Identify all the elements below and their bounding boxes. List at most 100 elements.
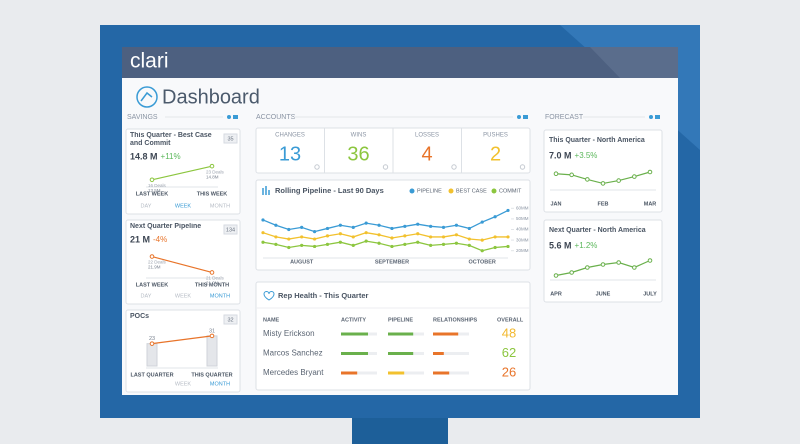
line [151,165,213,181]
legend-label[interactable]: BEST CASE [456,188,487,194]
kpi-info [382,164,389,170]
point [467,226,471,231]
headline-change: -4% [153,235,167,244]
dashboard-icon-needle [140,91,153,102]
point [493,215,497,219]
score-track [433,371,469,375]
tab[interactable]: MONTH [210,203,230,209]
deal-label: 16 Deals [148,183,167,188]
point [287,227,291,232]
x-tick-label: OCTOBER [469,259,496,265]
overall-score: 48 [502,325,516,340]
tab[interactable]: WEEK [175,381,192,387]
point [403,224,407,228]
point [585,177,590,182]
legend-dot [409,188,415,194]
score-track [388,371,424,375]
x-tick-label: LAST WEEK [136,191,168,197]
y-tick-label: 60MM [516,205,529,210]
y-tick-label: 50MM [516,216,529,221]
kpi-info [451,164,457,170]
kpi-info [519,164,526,170]
legend-label[interactable]: COMMIT [499,188,522,194]
card-title: Rep Health - This Quarter [278,291,369,300]
overall-score: 26 [502,364,516,379]
score-bar [388,352,414,355]
score-bar [341,352,368,355]
point [467,237,471,241]
headline-value: 7.0 M [549,150,572,160]
deal-label: 22 Deals [148,260,167,265]
card [543,219,663,303]
value-label: 21.9M [148,265,161,270]
point [149,177,155,183]
value-label: 23 [149,336,155,342]
column-header: ACTIVITY [341,317,366,323]
point [287,237,291,241]
point [300,235,304,239]
section-label: FORECAST [545,114,584,121]
card-title-box: POCs [130,313,149,320]
score-bar [433,332,459,336]
point [390,244,394,249]
point [338,232,342,236]
point [506,244,510,249]
section-icon [517,115,521,119]
bar [206,335,218,367]
point [441,235,446,239]
point [338,240,342,244]
score-bar [433,352,444,355]
top-bar-reflection [590,47,678,78]
pipeline-card [255,179,531,271]
tab[interactable]: MONTH [210,293,230,299]
point [506,208,510,213]
point [632,265,637,270]
legend-label[interactable]: PIPELINE [417,188,442,194]
headline-value: 14.8 M [130,151,158,161]
headline-change: +11% [161,152,181,161]
x-tick-label: MAR [644,201,657,207]
point [209,163,215,169]
y-tick-label: 30MM [516,237,529,242]
headline-change: +1.2% [575,241,598,250]
card-title-box: Next Quarter Pipeline [130,223,201,230]
x-tick-label: AUGUST [290,259,314,265]
score-bar [341,371,358,375]
point [287,245,291,250]
point [364,231,368,235]
section-icon [227,115,231,119]
point [569,172,574,178]
score-track [433,352,469,355]
point [403,242,407,246]
point [149,254,155,259]
badge [223,314,238,325]
x-tick-label: JAN [550,201,561,207]
x-tick-label: THIS MONTH [195,282,229,288]
kpi-info [314,164,320,170]
point [454,223,459,227]
line [151,255,213,274]
section-icon [649,115,653,119]
bar [146,343,158,367]
kpi-value: 4 [421,143,432,165]
card-title: Next Quarter - North America [549,227,646,234]
tab[interactable]: DAY [141,293,152,299]
value-label: 14.8M [206,174,219,179]
heart-icon [263,291,275,301]
tab[interactable]: DAY [141,203,152,209]
score-bar [388,371,405,375]
point [390,226,394,231]
point [441,242,446,246]
point [351,243,355,247]
y-tick-label: 20MM [516,248,529,253]
tab[interactable]: WEEK [175,203,192,209]
point [585,265,590,270]
tab[interactable]: MONTH [210,381,230,387]
point [600,181,606,186]
point [300,243,304,247]
point [312,230,317,234]
tab[interactable]: WEEK [175,293,192,299]
point [416,222,420,226]
x-tick-label: THIS WEEK [197,191,228,197]
